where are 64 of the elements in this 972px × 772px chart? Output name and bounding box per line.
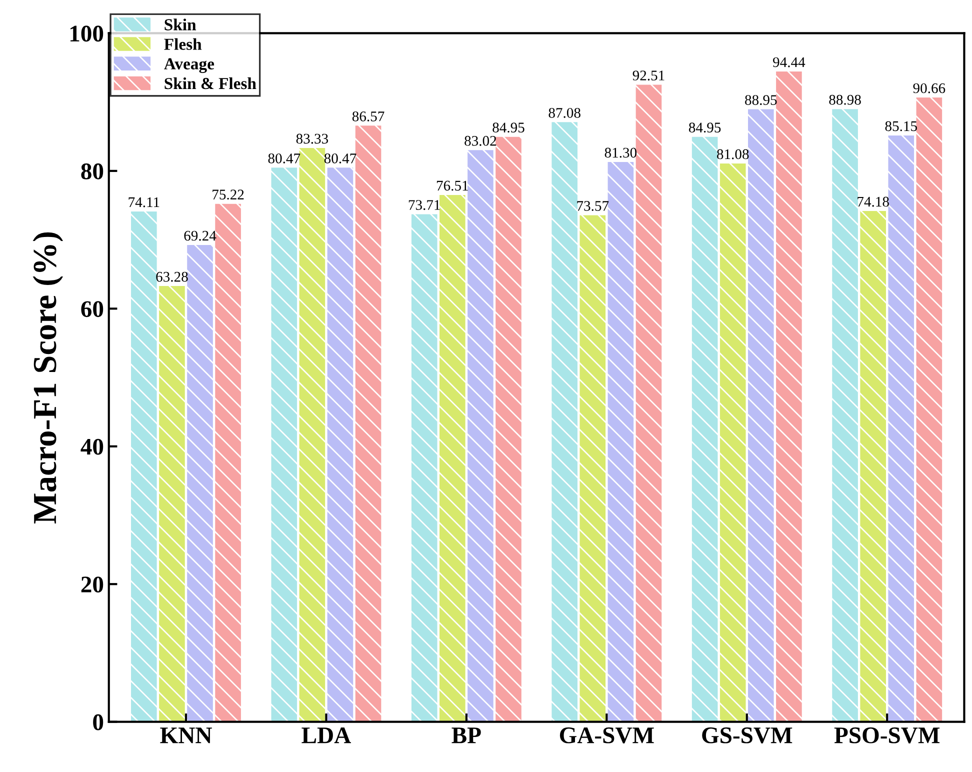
legend-label: Flesh	[164, 38, 202, 50]
bar	[636, 84, 662, 722]
x-tick-label: KNN	[160, 728, 212, 744]
bar	[748, 109, 774, 722]
data-label: 74.11	[128, 197, 160, 208]
data-label: 74.18	[858, 196, 889, 207]
y-tick-label: 20	[81, 576, 104, 593]
bar	[187, 245, 213, 722]
y-tick-label: 60	[81, 301, 104, 318]
data-label: 83.33	[296, 134, 328, 144]
bar	[692, 136, 718, 722]
x-tick-label: PSO-SVM	[834, 727, 940, 744]
data-label: 83.02	[464, 136, 496, 146]
data-label: 73.71	[408, 200, 440, 210]
legend-label: Skin	[164, 18, 196, 30]
y-tick-label: 100	[70, 26, 104, 42]
bar	[271, 168, 298, 722]
bar	[608, 162, 634, 722]
bar	[776, 71, 802, 722]
bar	[496, 136, 522, 722]
bar	[580, 215, 606, 722]
bar	[411, 214, 438, 722]
data-label: 88.95	[745, 95, 777, 105]
bar	[832, 109, 858, 722]
y-axis-title: Macro-F1 Score (%)	[32, 232, 64, 524]
legend-label: Skin & Flesh	[164, 77, 256, 90]
bar	[888, 135, 914, 722]
data-label: 75.22	[212, 190, 244, 200]
x-tick-label: GA-SVM	[560, 727, 654, 744]
data-label: 84.95	[492, 122, 524, 133]
x-tick-label: LDA	[302, 727, 351, 744]
bar	[468, 150, 494, 722]
bar	[159, 286, 185, 722]
data-label: 86.57	[352, 111, 384, 122]
data-label: 81.08	[717, 149, 749, 160]
data-label: 80.47	[324, 153, 356, 164]
data-label: 76.51	[436, 180, 468, 191]
x-tick-label: GS-SVM	[702, 727, 792, 744]
data-label: 88.98	[829, 94, 861, 105]
bar	[327, 168, 354, 722]
bar	[552, 122, 578, 722]
legend-label: Aveage	[164, 58, 214, 73]
data-label: 69.24	[184, 230, 216, 241]
bar	[131, 211, 157, 722]
data-label: 63.28	[156, 272, 188, 282]
bar	[916, 98, 942, 722]
data-label: 84.95	[688, 122, 721, 133]
data-label: 85.15	[885, 121, 917, 132]
data-label: 90.66	[913, 83, 946, 94]
y-tick-label: 80	[81, 163, 104, 180]
data-label: 92.51	[632, 70, 664, 80]
y-tick-label: 40	[80, 438, 104, 455]
bar	[720, 163, 746, 722]
bar	[299, 148, 326, 722]
data-label: 87.08	[548, 108, 580, 118]
bar	[215, 204, 241, 722]
bar	[440, 194, 466, 722]
bar	[860, 211, 886, 722]
bar	[355, 126, 382, 722]
y-tick-label: 0	[93, 714, 104, 730]
data-label: 73.57	[577, 201, 609, 211]
data-label: 81.30	[604, 148, 637, 158]
data-label: 94.44	[773, 57, 806, 68]
x-tick-label: BP	[452, 728, 481, 744]
